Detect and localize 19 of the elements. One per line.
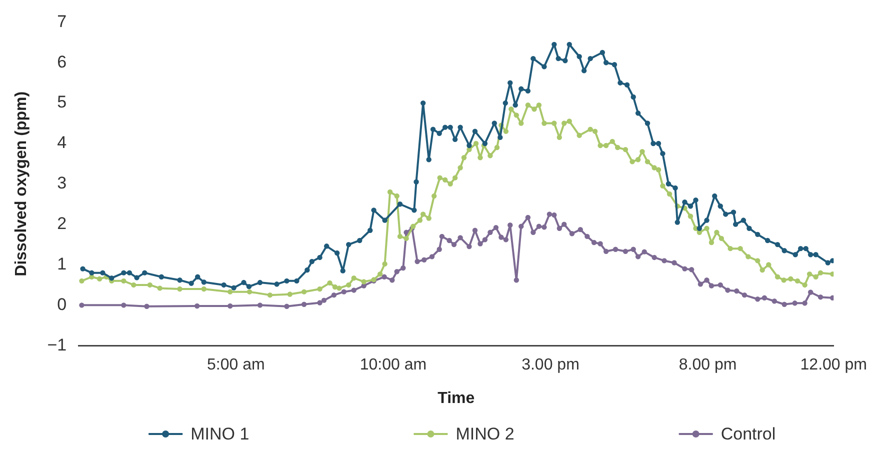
legend-label: MINO 2 [456, 424, 514, 444]
x-tick-label: 12.00 pm [800, 356, 868, 374]
x-tick-label: 3.00 pm [522, 356, 580, 374]
y-tick-label: 3 [57, 174, 67, 193]
y-tick-label: 0 [57, 294, 67, 314]
y-tick-label: 6 [57, 52, 67, 72]
legend-label: Control [720, 424, 776, 444]
x-tick-label: 10:00 am [360, 356, 427, 374]
y-axis-title: Dissolved oxygen (ppm) [13, 91, 30, 276]
y-tick-label: 7 [57, 12, 67, 31]
x-tick-label: 8.00 pm [678, 356, 737, 374]
x-axis-title: Time [438, 390, 475, 407]
legend-label: MINO 1 [190, 424, 250, 444]
y-tick-label: 5 [57, 92, 67, 112]
y-tick-label: 4 [57, 133, 67, 152]
y-tick-label: −1 [47, 335, 67, 354]
x-tick-label: 5:00 am [206, 356, 265, 374]
y-tick-label: 1 [57, 254, 67, 274]
y-tick-label: 2 [57, 214, 67, 234]
